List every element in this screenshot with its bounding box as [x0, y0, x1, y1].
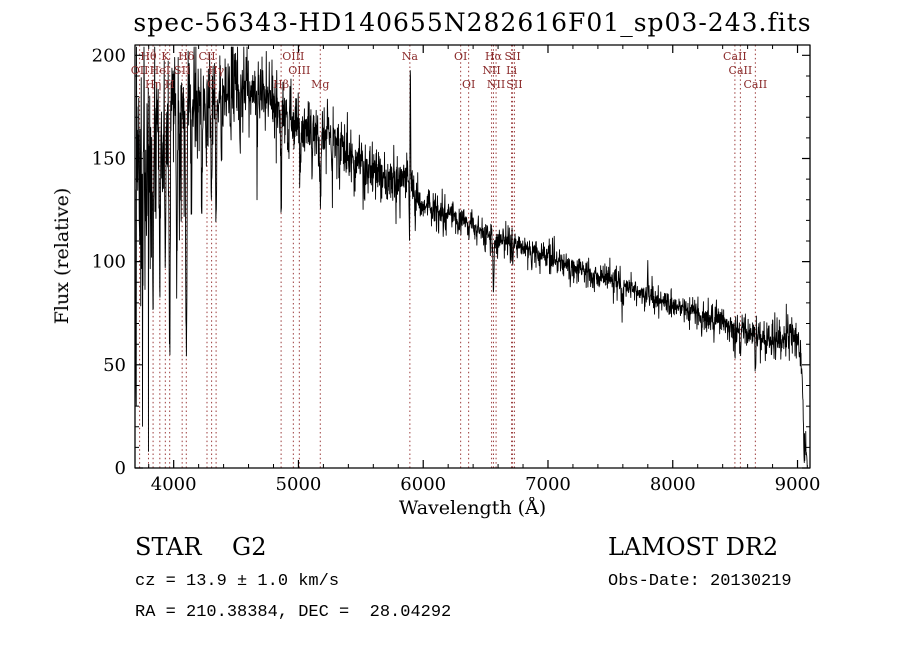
object-class-label: STAR G2 — [135, 533, 267, 561]
y-axis-label: Flux (relative) — [51, 187, 73, 325]
ra-dec-text: RA = 210.38384, DEC = 28.04292 — [135, 603, 452, 622]
chart-title: spec-56343-HD140655N282616F01_sp03-243.f… — [133, 8, 812, 37]
obs-date-text: Obs-Date: 20130219 — [608, 572, 792, 591]
redshift-velocity-text: cz = 13.9 ± 1.0 km/s — [135, 572, 340, 591]
survey-label: LAMOST DR2 — [608, 533, 779, 561]
x-axis-label: Wavelength (Å) — [398, 497, 547, 519]
